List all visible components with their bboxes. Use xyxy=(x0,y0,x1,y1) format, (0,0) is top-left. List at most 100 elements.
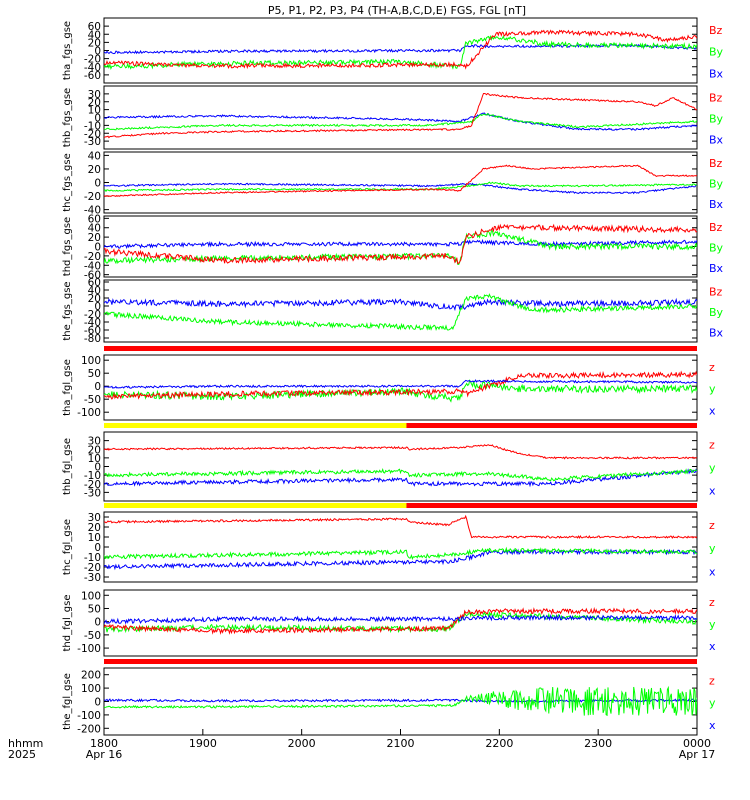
x-tick-label: 2100 xyxy=(387,737,415,750)
y-tick-label: 200 xyxy=(81,670,101,682)
legend-label-Bx: Bx xyxy=(709,198,724,211)
y-tick-label: 60 xyxy=(88,213,101,225)
legend-label-z: z xyxy=(709,596,715,609)
y-tick-label: 40 xyxy=(88,285,101,297)
y-axis-label: tha_fgs_gse xyxy=(62,21,73,80)
y-tick-label: -50 xyxy=(84,630,101,642)
y-axis-label: the_fgl_gse xyxy=(62,673,73,730)
series-line-Bx xyxy=(104,182,697,195)
legend-label-z: z xyxy=(709,361,715,374)
y-tick-label: -10 xyxy=(84,120,101,132)
y-axis-label: thc_fgl_gse xyxy=(62,519,73,575)
y-tick-label: 100 xyxy=(81,683,101,695)
y-tick-label: -50 xyxy=(84,394,101,406)
y-tick-label: 20 xyxy=(88,293,101,305)
series-line-By xyxy=(104,293,697,332)
panel-frame xyxy=(103,431,698,502)
y-tick-label: 20 xyxy=(88,232,101,244)
status-bar-segment-0-0 xyxy=(104,346,697,351)
x-tick-label: 2300 xyxy=(584,737,612,750)
series-line-x xyxy=(104,379,697,389)
series-line-Bz xyxy=(104,93,697,139)
y-tick-label: 0 xyxy=(94,301,101,313)
series-line-z xyxy=(104,514,697,540)
y-tick-label: 20 xyxy=(88,97,101,109)
x-tick-label: 2000 xyxy=(288,737,316,750)
y-axis-label: thb_fgs_gse xyxy=(62,88,73,147)
y-tick-label: 20 xyxy=(88,37,101,49)
y-tick-label: -20 xyxy=(84,54,101,66)
legend-label-z: z xyxy=(709,674,715,687)
series-line-By xyxy=(104,34,697,70)
y-axis-label: tha_fgl_gse xyxy=(62,359,73,416)
y-axis-label: thd_fgs_gse xyxy=(62,217,73,276)
legend-label-x: x xyxy=(709,566,716,579)
status-bar-segment-1-0 xyxy=(104,423,407,428)
legend-label-Bz: Bz xyxy=(709,92,723,105)
y-tick-label: 0 xyxy=(94,697,101,709)
series-line-By xyxy=(104,181,697,193)
legend-label-By: By xyxy=(709,306,724,319)
y-axis-label: thc_fgs_gse xyxy=(62,153,73,212)
legend-label-By: By xyxy=(709,113,724,126)
y-tick-label: -10 xyxy=(84,470,101,482)
series-line-x xyxy=(104,613,697,625)
y-tick-label: 30 xyxy=(88,436,101,448)
y-tick-label: 0 xyxy=(94,617,101,629)
panel-thc_fgs_gse: 40 20 0-20 -40 thc_fgs_gse Bz By Bx xyxy=(62,150,724,216)
status-bar-segment-2-1 xyxy=(406,503,697,508)
legend-label-y: y xyxy=(709,383,716,396)
y-tick-label: 40 xyxy=(88,150,101,162)
legend-label-Bx: Bx xyxy=(709,134,724,147)
x-tick-label: 1900 xyxy=(189,737,217,750)
y-tick-label: 0 xyxy=(94,242,101,254)
y-tick-label: 0 xyxy=(94,46,101,58)
legend-label-z: z xyxy=(709,519,715,532)
y-tick-label: 100 xyxy=(81,355,101,367)
series-line-y xyxy=(104,685,697,717)
x-tick-label: 0000 xyxy=(683,737,711,750)
legend-label-Bx: Bx xyxy=(709,262,724,275)
series-line-Bz xyxy=(104,164,697,197)
y-tick-label: 30 xyxy=(88,512,101,524)
y-tick-label: -60 xyxy=(84,270,101,282)
series-line-x xyxy=(104,548,697,571)
legend-label-By: By xyxy=(709,242,724,255)
y-axis-label: the_fgs_gse xyxy=(62,281,73,340)
panel-frame xyxy=(103,17,698,84)
x-axis-label-year: 2025 xyxy=(8,748,36,761)
legend-label-Bx: Bx xyxy=(709,67,724,80)
y-tick-label: 10 xyxy=(88,453,101,465)
series-line-Bz xyxy=(104,29,697,70)
panel-frame xyxy=(103,151,698,214)
y-tick-label: -60 xyxy=(84,70,101,82)
legend-label-Bz: Bz xyxy=(709,24,723,37)
legend-label-z: z xyxy=(709,439,715,452)
y-tick-label: 60 xyxy=(88,21,101,33)
y-tick-label: 0 xyxy=(94,178,101,190)
y-tick-label: 20 xyxy=(88,164,101,176)
x-axis-group: 1800 1900 2000 2100 2200 2300 0000 xyxy=(90,729,711,750)
y-tick-label: 50 xyxy=(88,368,101,380)
y-tick-label: -100 xyxy=(77,710,101,722)
y-tick-label: -20 xyxy=(84,251,101,263)
y-tick-label: 0 xyxy=(94,542,101,554)
legend-label-x: x xyxy=(709,719,716,732)
legend-label-y: y xyxy=(709,462,716,475)
series-line-z xyxy=(104,444,697,460)
panel-frame xyxy=(103,354,698,421)
series-line-z xyxy=(104,606,697,635)
y-tick-label: 20 xyxy=(88,522,101,534)
y-tick-label: -40 xyxy=(84,317,101,329)
status-bar-segment-1-1 xyxy=(406,423,697,428)
chart-title: P5, P1, P2, P3, P4 (TH-A,B,C,D,E) FGS, F… xyxy=(268,4,526,17)
y-tick-label: -200 xyxy=(77,723,101,735)
y-tick-label: -20 xyxy=(84,479,101,491)
series-line-Bz xyxy=(104,223,697,265)
x-tick-label: 2200 xyxy=(485,737,513,750)
y-axis-label: thb_fgl_gse xyxy=(62,438,73,495)
